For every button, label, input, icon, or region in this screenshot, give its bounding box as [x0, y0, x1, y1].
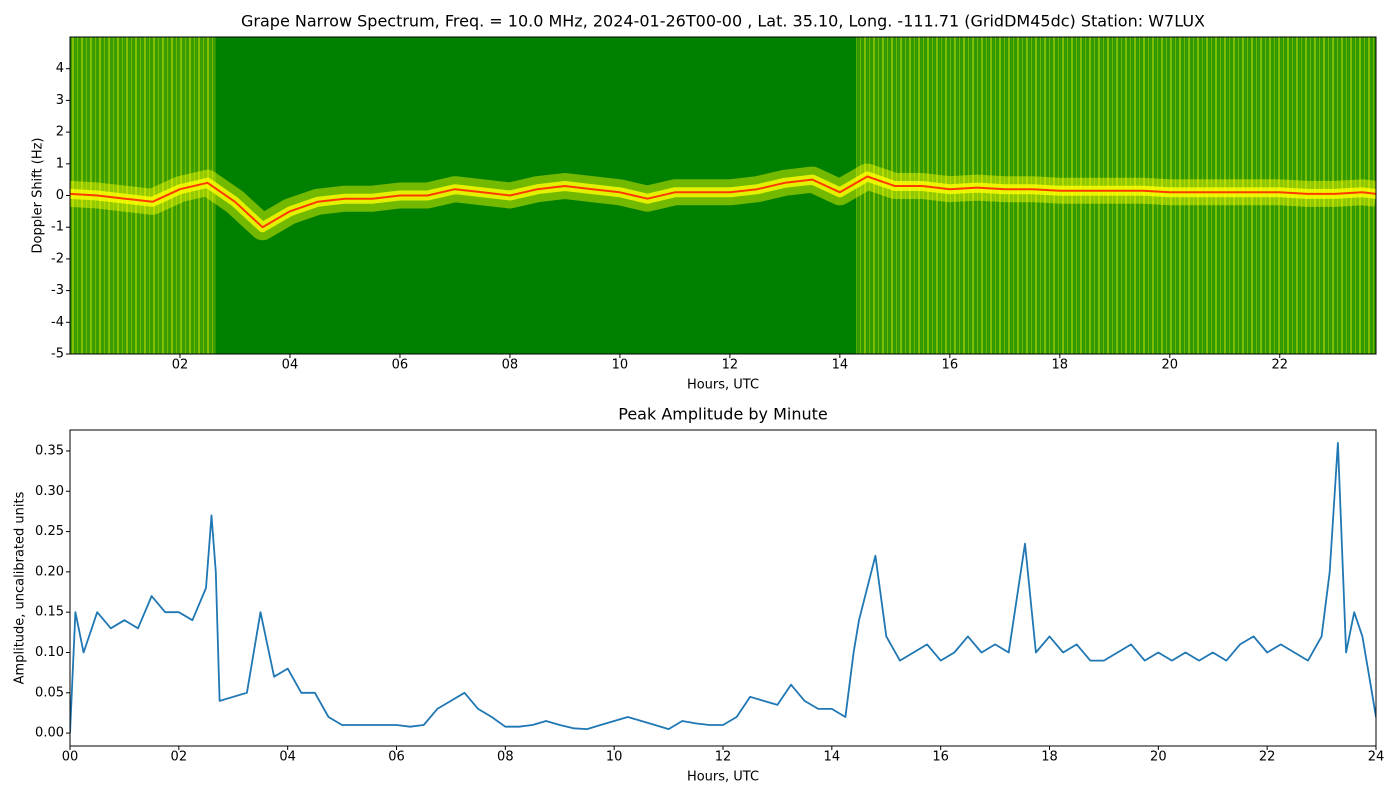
- x-tick-label: 00: [62, 750, 79, 765]
- doppler-trace: [70, 175, 1376, 229]
- x-tick-label: 08: [502, 358, 519, 373]
- chart-title: Grape Narrow Spectrum, Freq. = 10.0 MHz,…: [241, 12, 1205, 31]
- x-tick-label: 14: [832, 358, 849, 373]
- y-tick-label: 3: [56, 93, 64, 108]
- axes-frame: [69, 429, 1377, 747]
- x-tick-label: 18: [1052, 358, 1069, 373]
- y-tick-label: 0: [56, 188, 64, 203]
- x-tick-label: 08: [497, 750, 514, 765]
- y-tick-label: -1: [51, 220, 64, 235]
- y-tick-label: 1: [56, 156, 64, 171]
- x-tick-label: 14: [824, 750, 841, 765]
- y-tick-label: 0.05: [35, 685, 64, 700]
- x-tick-label: 02: [172, 358, 189, 373]
- x-tick-label: 20: [1162, 358, 1179, 373]
- x-tick-label: 12: [715, 750, 732, 765]
- x-tick-label: 10: [606, 750, 623, 765]
- y-tick-label: -4: [51, 315, 64, 330]
- x-tick-label: 04: [279, 750, 296, 765]
- x-tick-label: 24: [1368, 750, 1385, 765]
- y-axis-label: Amplitude, uncalibrated units: [13, 491, 28, 684]
- y-tick-label: 0.20: [35, 564, 64, 579]
- x-tick-label: 12: [722, 358, 739, 373]
- x-axis-label: Hours, UTC: [687, 770, 759, 785]
- x-tick-label: 18: [1041, 750, 1058, 765]
- x-tick-label: 20: [1150, 750, 1167, 765]
- y-tick-label: -2: [51, 251, 64, 266]
- y-tick-label: -3: [51, 283, 64, 298]
- y-tick-label: 0.35: [35, 443, 64, 458]
- y-tick-label: 0.15: [35, 605, 64, 620]
- x-tick-label: 02: [171, 750, 188, 765]
- plot-area: [70, 37, 1376, 354]
- x-tick-label: 22: [1259, 750, 1276, 765]
- y-tick-label: 0.30: [35, 484, 64, 499]
- y-tick-label: 0.00: [35, 726, 64, 741]
- x-tick-label: 06: [388, 750, 405, 765]
- x-tick-label: 16: [942, 358, 959, 373]
- y-tick-label: 2: [56, 125, 64, 140]
- x-tick-label: 04: [282, 358, 299, 373]
- x-tick-label: 16: [932, 750, 949, 765]
- y-tick-label: 0.10: [35, 645, 64, 660]
- x-tick-label: 06: [392, 358, 409, 373]
- amplitude-line: [70, 442, 1376, 734]
- y-tick-label: 4: [56, 61, 64, 76]
- chart-title: Peak Amplitude by Minute: [618, 405, 828, 424]
- x-tick-label: 10: [612, 358, 629, 373]
- plot-area: [70, 442, 1376, 734]
- y-axis-label: Doppler Shift (Hz): [31, 138, 46, 254]
- y-tick-label: -5: [51, 347, 64, 362]
- x-tick-label: 22: [1271, 358, 1288, 373]
- x-axis-label: Hours, UTC: [687, 378, 759, 393]
- y-tick-label: 0.25: [35, 524, 64, 539]
